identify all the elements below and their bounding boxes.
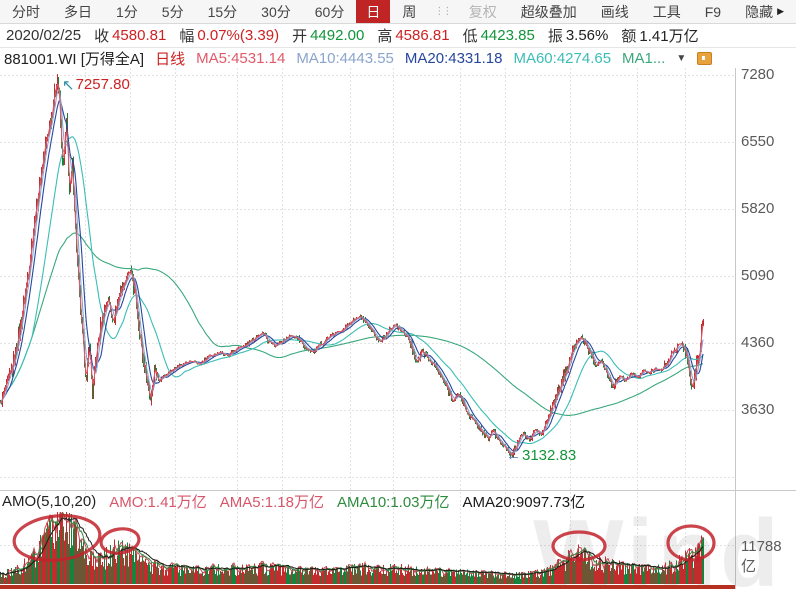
- price-axis-label: 5820: [741, 200, 775, 217]
- candlestick-series: [0, 74, 704, 458]
- quote-low: 低 4423.85: [462, 27, 535, 45]
- peak-price-label: 7257.80: [75, 76, 130, 93]
- trough-price-label: 3132.83: [522, 447, 577, 464]
- price-axis-label: 7280: [741, 66, 775, 83]
- price-axis-label: 4360: [741, 334, 775, 351]
- ma5-legend: MA5:4531.14: [196, 49, 286, 67]
- tab-5min[interactable]: 5分: [161, 3, 184, 20]
- button-tools[interactable]: 工具: [652, 3, 681, 20]
- ama5-value: AMA5:1.18万亿: [219, 494, 324, 511]
- tab-weekly[interactable]: 周: [402, 3, 417, 20]
- button-super-overlay[interactable]: 超级叠加: [520, 3, 577, 20]
- tab-60min[interactable]: 60分: [314, 3, 345, 20]
- quote-amount: 额 1.41万亿: [621, 28, 699, 45]
- highlight-ellipse-1: [12, 514, 102, 562]
- period-toolbar: 分时 多日 1分 5分 15分 30分 60分 日 周 ⋮⋮ 复权 超级叠加 画…: [0, 0, 796, 24]
- ma10-legend: MA10:4443.55: [296, 49, 394, 67]
- quote-amplitude: 振 3.56%: [547, 27, 609, 45]
- ama20-value: AMA20:9097.73亿: [462, 494, 586, 511]
- quote-close: 收 4580.81: [94, 27, 167, 45]
- ma-line-MA10: [0, 87, 704, 455]
- quote-info-bar: 2020/02/25 收 4580.81 幅 0.07%(3.39) 开 449…: [0, 24, 796, 48]
- tab-intraday[interactable]: 分时: [12, 3, 40, 20]
- hide-label: 隐藏: [745, 3, 774, 20]
- tab-daily[interactable]: 日: [356, 0, 391, 23]
- symbol-name: 881001.WI [万得全A]: [4, 50, 145, 68]
- price-axis-label: 5090: [741, 267, 775, 284]
- gridlines: [0, 68, 735, 584]
- volume-ma-line-AMA10: [0, 512, 704, 576]
- volume-axis-label: 11788亿: [741, 538, 782, 575]
- expand-right-icon: ▶: [777, 6, 784, 16]
- highlight-ellipse-3: [551, 530, 607, 562]
- tab-15min[interactable]: 15分: [207, 3, 238, 20]
- ma-line-MA60: [0, 136, 704, 445]
- quote-open: 开 4492.00: [292, 27, 365, 45]
- amo-title: AMO(5,10,20): [2, 493, 97, 510]
- ma-line-MA250: [0, 232, 704, 416]
- quote-high: 高 4586.81: [377, 27, 450, 45]
- peak-price-annotation: ↖ 7257.80: [62, 76, 130, 94]
- quote-date: 2020/02/25: [6, 27, 82, 44]
- chevron-down-icon[interactable]: ▼: [676, 52, 687, 64]
- lock-icon[interactable]: [697, 51, 713, 65]
- price-axis-label: 3630: [741, 401, 775, 418]
- ma-line-MA5: [0, 83, 704, 456]
- tab-multiday[interactable]: 多日: [64, 3, 92, 20]
- period-label: 日线: [155, 50, 186, 68]
- arrow-up-left-icon: ↖: [62, 77, 75, 94]
- price-axis-label: 6550: [741, 133, 775, 150]
- ma-more-legend: MA1...: [622, 49, 666, 67]
- button-adjust-price[interactable]: 复权: [468, 3, 497, 20]
- tab-30min[interactable]: 30分: [261, 3, 291, 20]
- button-hide-panel[interactable]: 隐藏 ▶: [733, 0, 796, 23]
- amo-value: AMO:1.41万亿: [109, 494, 207, 511]
- more-periods-dots-icon[interactable]: ⋮⋮: [434, 6, 452, 17]
- button-draw-line[interactable]: 画线: [600, 3, 629, 20]
- ma20-legend: MA20:4331.18: [404, 49, 503, 67]
- tab-1min[interactable]: 1分: [116, 3, 138, 20]
- highlight-ellipse-2: [99, 527, 141, 555]
- arrow-left-icon: ←: [506, 447, 521, 464]
- ma60-legend: MA60:4274.65: [513, 49, 612, 67]
- ma-legend-bar: 881001.WI [万得全A] 日线 MA5:4531.14 MA10:444…: [0, 48, 796, 68]
- trough-price-annotation: ← 3132.83: [506, 447, 576, 464]
- highlight-ellipse-4: [666, 524, 716, 562]
- ama10-value: AMA10:1.03万亿: [336, 494, 450, 511]
- button-f9[interactable]: F9: [704, 3, 722, 20]
- quote-change: 幅 0.07%(3.39): [179, 27, 280, 45]
- amo-legend-bar: AMO(5,10,20) AMO:1.41万亿 AMA5:1.18万亿 AMA1…: [0, 490, 796, 512]
